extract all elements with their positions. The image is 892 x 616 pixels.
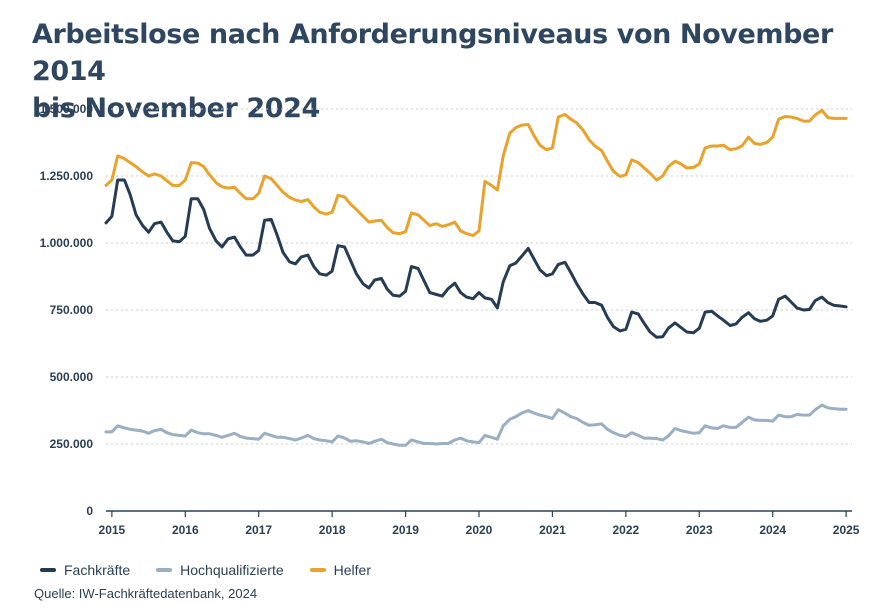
series-line-hochqualifizierte — [104, 403, 848, 447]
y-tick-label: 500.000 — [50, 370, 94, 384]
legend-item-hochqualifizierte: Hochqualifizierte — [156, 562, 284, 578]
legend-label-fachkraefte: Fachkräfte — [64, 562, 131, 578]
legend: Fachkräfte Hochqualifizierte Helfer — [40, 560, 397, 580]
legend-label-hochqualifizierte: Hochqualifizierte — [180, 562, 284, 578]
legend-label-helfer: Helfer — [333, 562, 371, 578]
y-tick-label: 1.250.000 — [40, 169, 94, 183]
x-tick-label: 2023 — [686, 523, 713, 537]
x-tick-label: 2018 — [319, 523, 346, 537]
x-tick-label: 2020 — [466, 523, 493, 537]
legend-swatch-helfer — [309, 568, 326, 572]
x-tick-label: 2019 — [392, 523, 419, 537]
y-tick-label: 750.000 — [50, 303, 94, 317]
chart-title-line-1: Arbeitslose nach Anforderungsniveaus von… — [32, 19, 833, 87]
series-lines — [104, 108, 848, 447]
series-line-helfer — [104, 108, 848, 237]
legend-swatch-fachkraefte — [40, 568, 56, 572]
legend-item-fachkraefte: Fachkräfte — [40, 562, 130, 578]
x-tick-label: 2017 — [245, 523, 272, 537]
series-line-fachkraefte — [104, 178, 848, 339]
x-tick-label: 2025 — [833, 523, 860, 537]
x-tick-label: 2022 — [612, 523, 639, 537]
x-tick-label: 2024 — [759, 523, 786, 537]
y-tick-label: 1.500.000 — [40, 102, 94, 116]
x-tick-label: 2021 — [539, 523, 566, 537]
x-axis: 2015 2016 2017 2018 2019 2020 2021 2022 2023 2024… — [99, 510, 860, 537]
y-axis-ticks: 0 250.000 500.000 750.000 1.000.000 1.250.000… — [40, 102, 94, 518]
source-note: Quelle: IW-Fachkräftedatenbank, 2024 — [34, 586, 258, 601]
gridlines — [106, 108, 852, 445]
y-tick-label: 250.000 — [50, 437, 94, 451]
legend-swatch-hochqualifizierte — [156, 568, 173, 572]
y-tick-label: 1.000.000 — [40, 236, 94, 250]
legend-item-helfer: Helfer — [309, 562, 371, 578]
y-tick-label: 0 — [86, 504, 93, 518]
x-tick-label: 2016 — [172, 523, 199, 537]
x-tick-label: 2015 — [99, 523, 126, 537]
